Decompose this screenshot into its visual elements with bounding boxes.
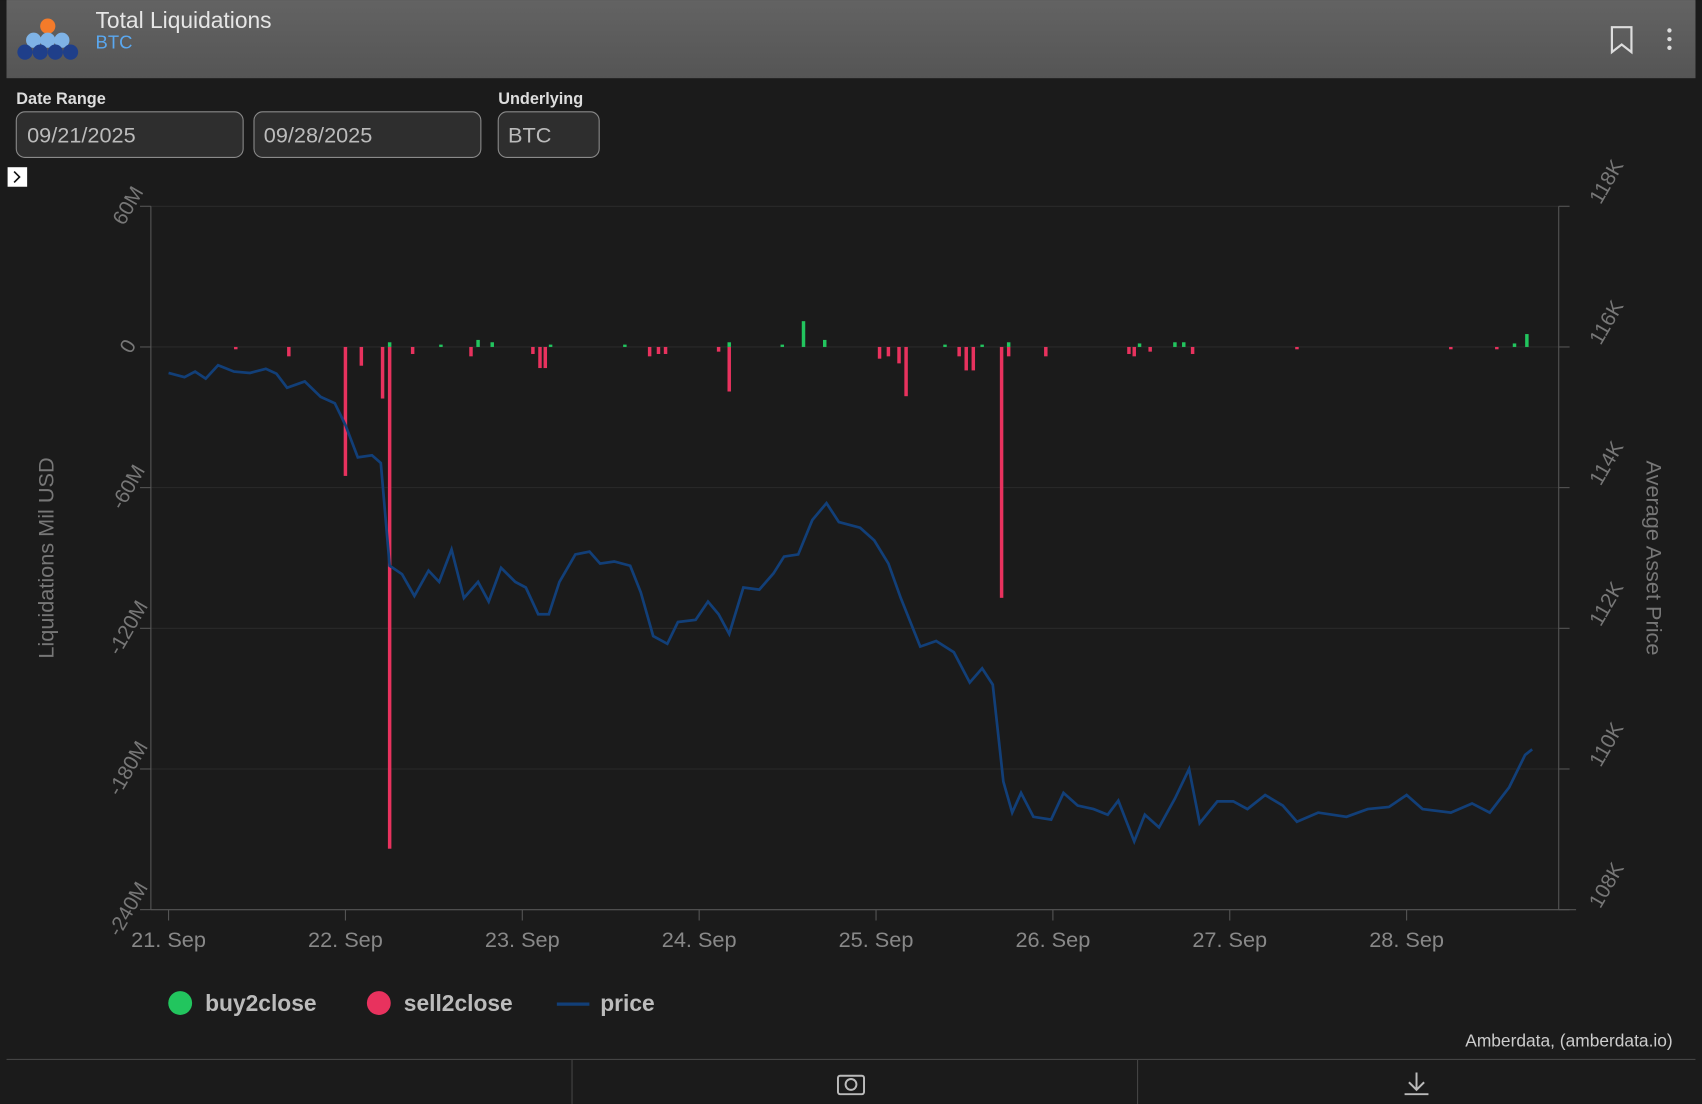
x-tick-label: 27. Sep bbox=[1192, 927, 1267, 952]
bar bbox=[623, 344, 627, 347]
bar bbox=[343, 346, 348, 476]
header-bar bbox=[6, 0, 1696, 79]
bar bbox=[656, 346, 661, 354]
date-value: 09/21/2025 bbox=[27, 123, 136, 148]
bar bbox=[380, 346, 385, 399]
y-axis-title: Liquidations Mil USD bbox=[33, 457, 58, 658]
bar bbox=[1148, 346, 1152, 352]
date-input[interactable] bbox=[15, 111, 244, 158]
camera-button[interactable] bbox=[836, 1074, 866, 1096]
legend-swatch bbox=[366, 991, 391, 1015]
legend-label: price bbox=[600, 990, 654, 1016]
bar bbox=[1495, 346, 1499, 350]
bar bbox=[287, 346, 291, 357]
credit: Amberdata, (amberdata.io) bbox=[1465, 1031, 1672, 1051]
subtitle: BTC bbox=[96, 31, 133, 52]
bar bbox=[234, 346, 238, 350]
bar bbox=[971, 346, 976, 371]
bar bbox=[716, 346, 721, 352]
bar bbox=[476, 339, 480, 347]
x-tick-label: 22. Sep bbox=[308, 927, 383, 952]
bar bbox=[1132, 346, 1136, 357]
filter-label: Underlying bbox=[498, 90, 583, 108]
x-tick-label: 25. Sep bbox=[839, 927, 914, 952]
bar bbox=[877, 346, 882, 359]
bar bbox=[543, 346, 548, 369]
underlying-value: BTC bbox=[508, 123, 551, 148]
bar bbox=[943, 344, 947, 347]
legend-label: buy2close bbox=[205, 990, 316, 1016]
bar bbox=[1525, 334, 1529, 347]
bar bbox=[980, 344, 984, 347]
bar bbox=[531, 346, 535, 354]
legend: buy2close sell2close price bbox=[168, 990, 655, 1016]
expand-button[interactable] bbox=[7, 167, 28, 187]
bar bbox=[538, 346, 542, 369]
bar bbox=[822, 339, 827, 347]
bar bbox=[647, 346, 652, 357]
bar bbox=[1127, 346, 1131, 354]
logo bbox=[17, 18, 79, 60]
bar bbox=[1173, 342, 1177, 347]
bar bbox=[897, 346, 901, 364]
legend-label: sell2close bbox=[404, 990, 513, 1016]
date-value: 09/28/2025 bbox=[264, 123, 373, 148]
filter-label: Date Range bbox=[16, 90, 105, 108]
bookmark-button[interactable] bbox=[1610, 26, 1633, 55]
bar bbox=[439, 344, 443, 347]
x-tick-label: 28. Sep bbox=[1369, 927, 1444, 952]
bar bbox=[490, 342, 494, 347]
bar bbox=[801, 321, 806, 347]
legend-swatch bbox=[168, 991, 193, 1015]
bar bbox=[359, 346, 364, 366]
x-tick-label: 26. Sep bbox=[1016, 927, 1091, 952]
title: Total Liquidations bbox=[96, 7, 272, 33]
bar bbox=[663, 346, 668, 354]
bar bbox=[727, 346, 731, 392]
bar bbox=[1182, 342, 1186, 347]
bar bbox=[1190, 346, 1195, 354]
underlying-input[interactable] bbox=[497, 111, 600, 158]
date-input[interactable] bbox=[253, 111, 482, 158]
bar bbox=[1006, 342, 1011, 347]
bar bbox=[469, 346, 473, 357]
bar bbox=[1512, 343, 1517, 347]
menu-button[interactable] bbox=[1667, 28, 1672, 50]
bar bbox=[780, 344, 785, 347]
bar bbox=[1044, 346, 1048, 357]
x-tick-label: 21. Sep bbox=[131, 927, 206, 952]
bar bbox=[410, 346, 415, 354]
bar bbox=[964, 346, 968, 371]
bar bbox=[999, 346, 1004, 598]
price-line bbox=[168, 363, 1534, 846]
bar bbox=[904, 346, 908, 397]
download-button[interactable] bbox=[1404, 1072, 1429, 1096]
bar bbox=[1295, 346, 1299, 350]
bar bbox=[387, 342, 392, 347]
bar bbox=[387, 346, 392, 849]
bar bbox=[1137, 343, 1142, 347]
bar bbox=[548, 344, 553, 347]
bar bbox=[957, 346, 961, 357]
bar bbox=[1006, 346, 1011, 357]
bar bbox=[727, 342, 731, 347]
y2-axis-title: Average Asset Price bbox=[1641, 461, 1666, 656]
expand-icon bbox=[13, 170, 21, 183]
bar bbox=[1449, 346, 1453, 350]
bar bbox=[886, 346, 891, 357]
x-tick-label: 24. Sep bbox=[662, 927, 737, 952]
x-tick-label: 23. Sep bbox=[485, 927, 560, 952]
